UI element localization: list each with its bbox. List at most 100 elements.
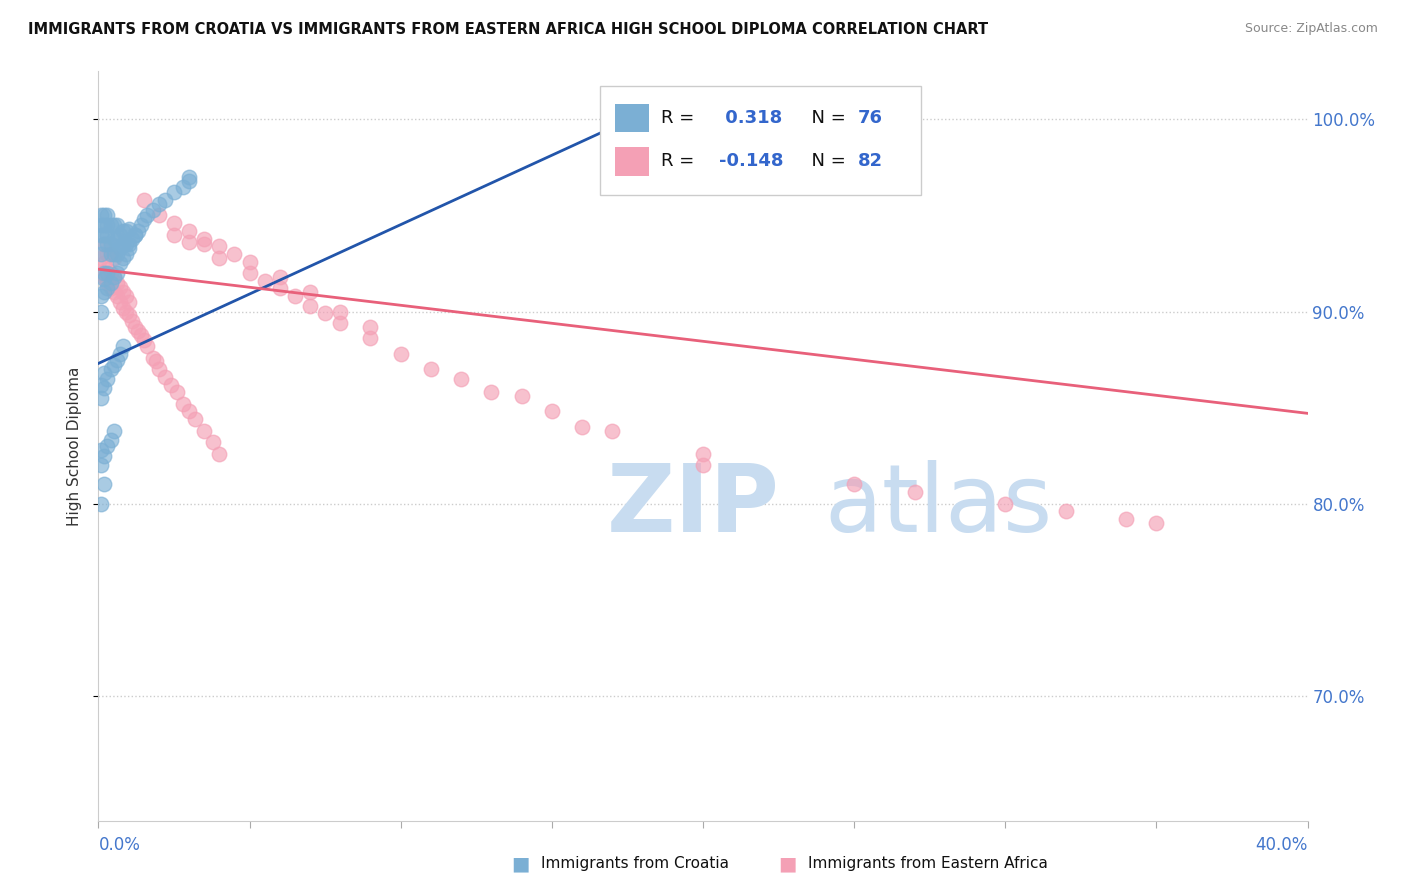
- Point: [93, 381, 115, 395]
- Text: ZIP: ZIP: [606, 460, 779, 552]
- Point: [163, 216, 186, 230]
- Point: [142, 202, 165, 217]
- Point: [90, 458, 112, 473]
- Text: 0.318: 0.318: [718, 109, 782, 127]
- Point: [103, 269, 125, 284]
- Text: ■: ■: [510, 854, 530, 873]
- Bar: [600, 87, 921, 195]
- Text: 0.0%: 0.0%: [98, 836, 141, 854]
- Point: [96, 227, 118, 242]
- Point: [114, 224, 136, 238]
- Point: [93, 285, 115, 300]
- Point: [166, 385, 188, 400]
- Point: [118, 222, 141, 236]
- Point: [481, 385, 503, 400]
- Text: 82: 82: [858, 153, 883, 170]
- Point: [118, 294, 141, 309]
- Point: [124, 227, 146, 242]
- Point: [163, 186, 186, 200]
- Point: [179, 235, 201, 250]
- Point: [90, 304, 112, 318]
- Text: ■: ■: [778, 854, 797, 873]
- Point: [93, 227, 115, 242]
- Point: [329, 304, 352, 318]
- Point: [510, 389, 533, 403]
- Point: [103, 269, 125, 284]
- Point: [208, 251, 231, 265]
- Point: [202, 435, 225, 450]
- Point: [148, 197, 170, 211]
- Point: [269, 269, 291, 284]
- Point: [108, 241, 131, 255]
- Point: [114, 247, 136, 261]
- Bar: [614, 147, 648, 176]
- Point: [329, 316, 352, 330]
- Point: [135, 339, 157, 353]
- Point: [93, 366, 115, 380]
- Y-axis label: High School Diploma: High School Diploma: [66, 367, 82, 525]
- Point: [129, 218, 152, 232]
- Point: [118, 241, 141, 255]
- Point: [172, 179, 194, 194]
- Point: [269, 281, 291, 295]
- Point: [93, 477, 115, 491]
- Point: [96, 262, 118, 277]
- Point: [239, 266, 262, 280]
- Point: [93, 449, 115, 463]
- Point: [114, 304, 136, 318]
- Point: [100, 218, 122, 232]
- Point: [184, 412, 207, 426]
- Point: [179, 404, 201, 418]
- Point: [208, 447, 231, 461]
- Point: [93, 269, 115, 284]
- Point: [90, 391, 112, 405]
- Point: [100, 434, 122, 448]
- Point: [90, 218, 112, 232]
- Point: [118, 309, 141, 323]
- Point: [105, 289, 128, 303]
- Point: [100, 281, 122, 295]
- Point: [193, 231, 215, 245]
- Point: [172, 397, 194, 411]
- Point: [135, 209, 157, 223]
- Point: [224, 247, 246, 261]
- Point: [96, 247, 118, 261]
- Point: [111, 237, 134, 252]
- Point: [114, 237, 136, 252]
- Point: [111, 224, 134, 238]
- Point: [994, 497, 1017, 511]
- Point: [299, 285, 322, 300]
- Point: [108, 227, 131, 242]
- Point: [148, 209, 170, 223]
- Point: [90, 266, 112, 280]
- Point: [124, 227, 146, 242]
- Point: [103, 424, 125, 438]
- Point: [108, 256, 131, 270]
- Point: [103, 359, 125, 373]
- Point: [93, 266, 115, 280]
- Point: [193, 237, 215, 252]
- Point: [111, 251, 134, 265]
- Point: [692, 447, 714, 461]
- Point: [179, 174, 201, 188]
- Point: [108, 347, 131, 361]
- Point: [193, 424, 215, 438]
- Point: [253, 274, 276, 288]
- Point: [142, 351, 165, 365]
- Point: [105, 276, 128, 290]
- Point: [96, 237, 118, 252]
- Point: [100, 247, 122, 261]
- Point: [108, 279, 131, 293]
- Point: [129, 327, 152, 342]
- Text: Source: ZipAtlas.com: Source: ZipAtlas.com: [1244, 22, 1378, 36]
- Point: [103, 231, 125, 245]
- Point: [1115, 512, 1137, 526]
- Point: [90, 442, 112, 457]
- Point: [239, 254, 262, 268]
- Point: [299, 299, 322, 313]
- Point: [148, 362, 170, 376]
- Point: [360, 331, 382, 345]
- Point: [96, 266, 118, 280]
- Point: [450, 372, 472, 386]
- Point: [93, 218, 115, 232]
